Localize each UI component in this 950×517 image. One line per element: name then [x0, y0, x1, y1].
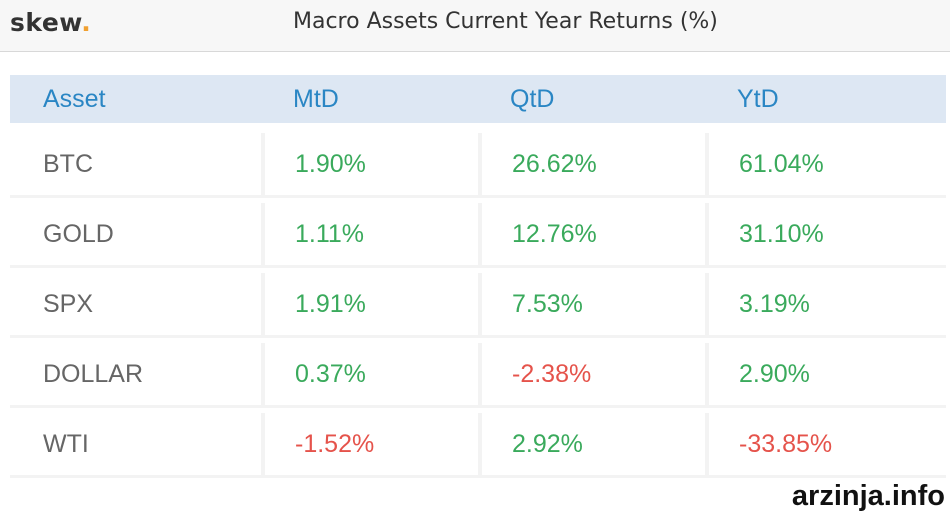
return-value: 1.11% — [261, 203, 478, 265]
column-header: YtD — [737, 84, 779, 113]
column-header: Asset — [43, 84, 106, 113]
page-title: Macro Assets Current Year Returns (%) — [293, 9, 718, 34]
return-value: 7.53% — [478, 273, 705, 335]
return-value: 3.19% — [705, 273, 946, 335]
return-value: 2.92% — [478, 413, 705, 475]
header-bar: skew. Macro Assets Current Year Returns … — [0, 0, 950, 52]
column-header: MtD — [293, 84, 339, 113]
table-row: GOLD 1.11% 12.76% 31.10% — [10, 203, 946, 268]
table-row: DOLLAR 0.37% -2.38% 2.90% — [10, 343, 946, 408]
asset-name: BTC — [43, 149, 93, 178]
return-value: 1.91% — [261, 273, 478, 335]
table-row: WTI -1.52% 2.92% -33.85% — [10, 413, 946, 478]
returns-table: Asset MtD QtD YtD BTC 1.90% 26.62% 61.04% GOLD 1.… — [10, 75, 946, 483]
asset-name: SPX — [43, 289, 94, 318]
return-value: 0.37% — [261, 343, 478, 405]
table-row: BTC 1.90% 26.62% 61.04% — [10, 133, 946, 198]
logo-dot: . — [81, 8, 92, 37]
return-value: -2.38% — [478, 343, 705, 405]
asset-name: GOLD — [43, 219, 114, 248]
return-value: 31.10% — [705, 203, 946, 265]
asset-name: WTI — [43, 429, 89, 458]
return-value: 1.90% — [261, 133, 478, 195]
table-row: SPX 1.91% 7.53% 3.19% — [10, 273, 946, 338]
asset-name: DOLLAR — [43, 359, 144, 388]
logo-text: skew — [10, 8, 82, 37]
logo[interactable]: skew. — [10, 8, 91, 37]
column-header: QtD — [510, 84, 555, 113]
return-value: 26.62% — [478, 133, 705, 195]
return-value: 12.76% — [478, 203, 705, 265]
header-row: Asset MtD QtD YtD — [10, 75, 946, 123]
return-value: -33.85% — [705, 413, 946, 475]
watermark: arzinja.info — [791, 480, 945, 512]
return-value: 2.90% — [705, 343, 946, 405]
return-value: 61.04% — [705, 133, 946, 195]
return-value: -1.52% — [261, 413, 478, 475]
